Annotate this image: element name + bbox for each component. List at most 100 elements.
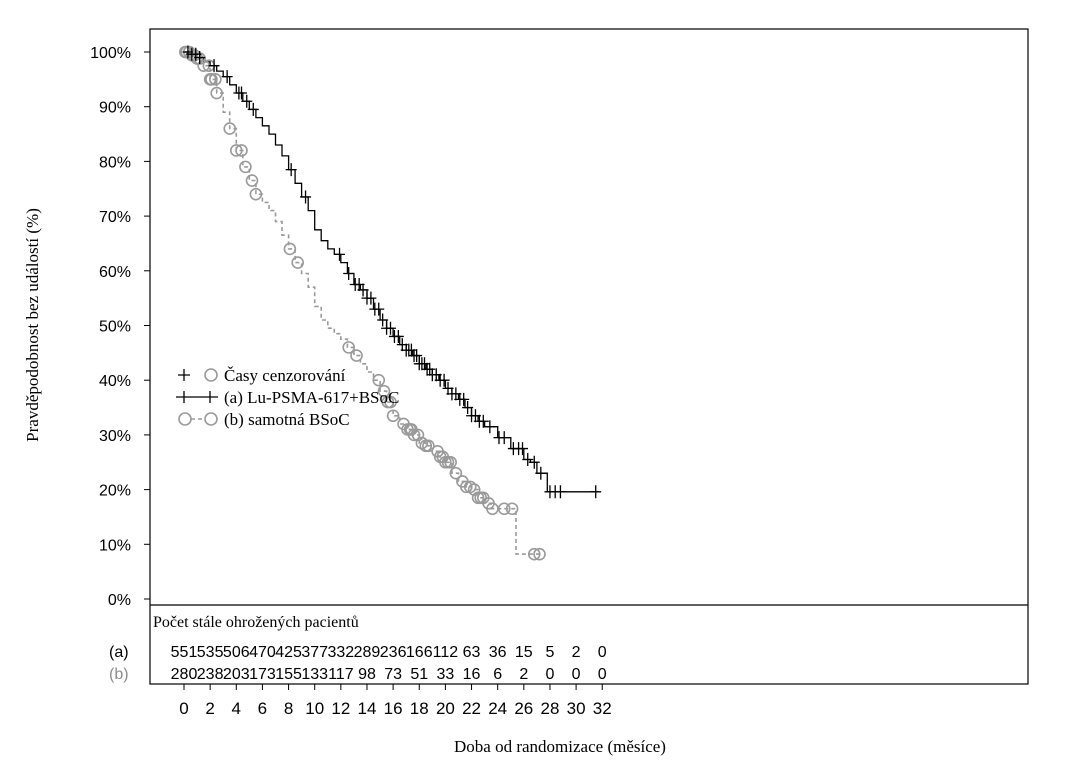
risk-value-b: 0: [546, 666, 555, 683]
censor-plus-a: [385, 321, 397, 335]
x-tick-label: 12: [331, 699, 350, 718]
censor-circle-b: [209, 73, 222, 86]
risk-value-a: 166: [406, 644, 433, 661]
risk-value-b: 117: [328, 666, 354, 683]
x-tick-label: 16: [384, 699, 403, 718]
risk-value-b: 2: [519, 666, 528, 683]
risk-value-a: 2: [572, 644, 581, 661]
censor-circle-b: [407, 428, 421, 442]
censor-circle-b: [245, 174, 259, 187]
censor-plus-a: [300, 190, 312, 204]
series-b-line: [184, 51, 540, 555]
censor-circle-b: [291, 256, 305, 269]
x-tick-label: 8: [284, 699, 293, 718]
censor-plus-a: [458, 392, 470, 406]
censor-plus-a: [208, 59, 220, 73]
censor-circle-b: [533, 547, 546, 561]
censor-plus-a: [221, 70, 233, 84]
censor-plus-a: [424, 362, 436, 376]
x-tick-label: 32: [593, 699, 612, 718]
censor-plus-a: [365, 291, 377, 305]
y-axis-label: Pravděpodobnost bez událostí (%): [23, 208, 42, 442]
censor-plus-a: [285, 163, 297, 177]
risk-value-a: 332: [327, 644, 354, 661]
risk-value-b: 155: [275, 666, 302, 683]
censor-circle-b: [205, 73, 218, 86]
censor-plus-a: [343, 267, 355, 281]
y-tick-label: 10%: [99, 537, 131, 554]
censor-plus-a: [418, 357, 430, 371]
censor-circle-b: [372, 373, 386, 387]
risk-value-b: 73: [384, 666, 402, 683]
censor-plus-a: [477, 414, 489, 428]
censor-plus-a: [590, 485, 602, 499]
x-tick-label: 26: [514, 699, 533, 718]
legend-line-a-icon: [176, 391, 218, 403]
censor-circle-b: [444, 455, 457, 469]
censor-circle-b: [235, 144, 248, 157]
risk-value-b: 16: [463, 666, 481, 683]
censor-plus-a: [236, 86, 248, 100]
censor-plus-a: [392, 329, 404, 343]
x-tick-label: 18: [410, 699, 429, 718]
axis-ticks: 0%10%20%30%40%50%60%70%80%90%100%0 2 4 6 8 10…: [90, 45, 612, 718]
risk-value-b: 133: [301, 666, 328, 683]
x-axis-label: Doba od randomizace (měsíce): [454, 737, 666, 756]
y-tick-label: 60%: [99, 264, 131, 281]
x-tick-label: 4: [232, 699, 241, 718]
censor-plus-a: [377, 313, 389, 327]
plot-border: [149, 28, 1029, 685]
x-tick-label: 30: [567, 699, 586, 718]
censor-plus-a: [405, 343, 417, 357]
censor-circle-b: [210, 86, 223, 100]
risk-value-b: 280: [171, 666, 198, 683]
y-tick-label: 100%: [90, 45, 131, 62]
legend-entry-a: (a) Lu-PSMA-617+BSoC: [224, 388, 399, 407]
risk-value-a: 36: [489, 644, 507, 661]
censor-plus-a: [241, 94, 253, 108]
censor-circle-b: [527, 547, 541, 561]
risk-value-a: 551: [171, 644, 198, 661]
y-tick-label: 0%: [108, 592, 131, 609]
censor-circle-b: [497, 502, 511, 516]
x-tick-label: 28: [540, 699, 559, 718]
legend-entry-b: (b) samotná BSoC: [224, 410, 350, 429]
risk-value-a: 377: [301, 644, 328, 661]
legend-censor-label: Časy cenzorování: [224, 366, 346, 385]
x-tick-label: 6: [258, 699, 267, 718]
censor-circle-b: [384, 395, 397, 409]
risk-value-b: 51: [410, 666, 428, 683]
censor-circle-b: [249, 187, 263, 201]
censor-circle-b: [377, 384, 391, 398]
risk-value-a: 236: [380, 644, 407, 661]
censor-plus-a: [535, 466, 547, 480]
censor-plus-a: [484, 420, 496, 434]
censor-circle-b: [223, 122, 237, 135]
censor-circle-b: [449, 466, 463, 480]
x-tick-label: 10: [305, 699, 324, 718]
y-tick-label: 70%: [99, 209, 131, 226]
censor-plus-a: [247, 102, 259, 116]
censor-circle-b: [229, 144, 243, 157]
censor-circle-b: [422, 439, 435, 453]
risk-value-b: 98: [358, 666, 376, 683]
censor-plus-a: [334, 247, 346, 261]
censor-plus-a: [517, 442, 529, 456]
y-tick-label: 30%: [99, 428, 131, 445]
risk-value-b: 0: [572, 666, 581, 683]
risk-value-a: 15: [515, 644, 533, 661]
risk-value-b: 6: [493, 666, 502, 683]
risk-value-a: 5: [546, 644, 555, 661]
risk-value-a: 506: [223, 644, 250, 661]
x-tick-label: 14: [358, 699, 377, 718]
censor-plus-a: [498, 431, 510, 445]
y-tick-label: 20%: [99, 483, 131, 500]
risk-value-a: 63: [463, 644, 481, 661]
y-tick-label: 50%: [99, 319, 131, 336]
censor-circle-b: [386, 409, 400, 423]
legend: Časy cenzorování (a) Lu-PSMA-617+BSoC (b…: [176, 366, 399, 429]
censor-circle-b: [283, 242, 297, 256]
censor-plus-a: [522, 453, 534, 467]
legend-circle-icon: [204, 368, 218, 382]
